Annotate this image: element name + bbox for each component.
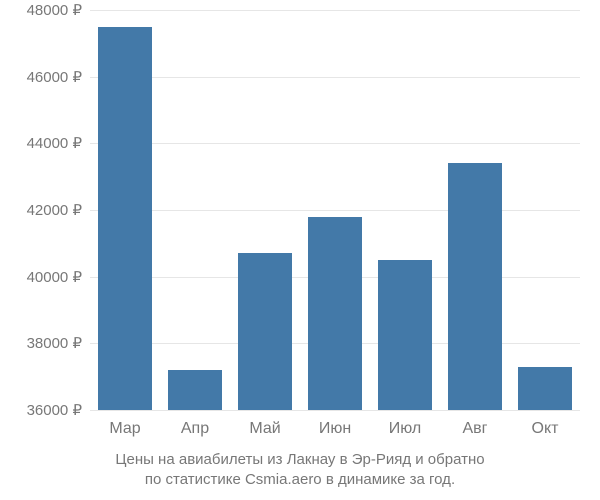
bar: [518, 367, 573, 410]
y-tick-label: 48000 ₽: [27, 1, 90, 19]
grid-line: [90, 10, 580, 11]
caption: Цены на авиабилеты из Лакнау в Эр-Рияд и…: [0, 450, 600, 491]
grid-line: [90, 143, 580, 144]
bar: [308, 217, 363, 410]
bar: [378, 260, 433, 410]
y-tick-label: 38000 ₽: [27, 334, 90, 352]
x-tick-label: Авг: [462, 410, 487, 438]
x-tick-label: Июл: [389, 410, 421, 438]
price-chart: 36000 ₽ 38000 ₽ 40000 ₽ 42000 ₽ 44000 ₽ 46000…: [0, 0, 600, 500]
x-tick-label: Июн: [319, 410, 351, 438]
bar: [168, 370, 223, 410]
plot-area: 36000 ₽38000 ₽40000 ₽42000 ₽44000 ₽46000…: [90, 10, 580, 410]
bar: [448, 163, 503, 410]
grid-line: [90, 210, 580, 211]
caption-line2: по статистике Csmia.aero в динамике за г…: [145, 471, 455, 488]
y-tick-label: 40000 ₽: [27, 268, 90, 286]
x-tick-label: Окт: [532, 410, 559, 438]
y-tick-label: 42000 ₽: [27, 201, 90, 219]
bar: [98, 27, 153, 410]
x-tick-label: Мар: [109, 410, 140, 438]
bar: [238, 253, 293, 410]
y-tick-label: 46000 ₽: [27, 68, 90, 86]
y-tick-label: 36000 ₽: [27, 401, 90, 419]
grid-line: [90, 77, 580, 78]
y-tick-label: 44000 ₽: [27, 134, 90, 152]
caption-line1: Цены на авиабилеты из Лакнау в Эр-Рияд и…: [115, 451, 484, 468]
x-tick-label: Май: [249, 410, 280, 438]
x-tick-label: Апр: [181, 410, 209, 438]
